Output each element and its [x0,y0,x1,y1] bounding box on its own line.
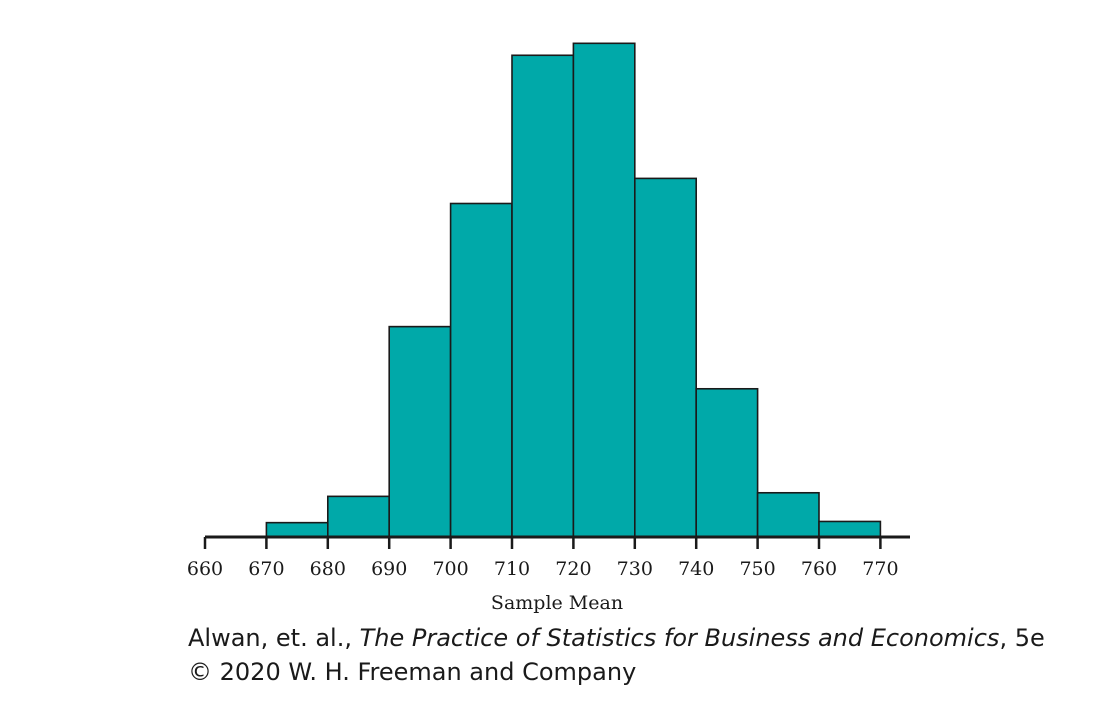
x-tick-label: 730 [617,558,653,580]
credit-edition: , 5e [999,624,1045,652]
histogram-bar [388,325,452,538]
histogram-bar [695,387,759,538]
histogram-bar [633,177,697,538]
credit-authors: Alwan, et. al., [188,624,360,652]
x-tick-label: 680 [310,558,346,580]
x-tick-label: 740 [678,558,714,580]
x-tick-label: 700 [432,558,468,580]
histogram-bar [511,54,575,538]
x-tick-label: 690 [371,558,407,580]
histogram-bar [818,520,882,538]
histogram-bar [449,202,513,538]
histogram-bar [756,491,820,538]
x-tick-label: 720 [555,558,591,580]
x-tick-label: 770 [862,558,898,580]
copyright-notice: © 2020 W. H. Freeman and Company [188,658,637,686]
histogram-bar [326,495,390,538]
x-tick-label: 660 [187,558,223,580]
x-tick-label: 670 [248,558,284,580]
histogram-bar [572,42,636,538]
source-credit: Alwan, et. al., The Practice of Statisti… [188,624,1045,652]
x-tick-label: 750 [739,558,775,580]
bars-group [265,42,882,538]
x-ticks: 660 670 680 690 700 710 720 730 740 750 760 770 [187,537,899,580]
x-axis-title: Sample Mean [491,592,623,614]
credit-book-title: The Practice of Statistics for Business … [359,624,1000,652]
histogram-bar [265,521,329,538]
x-tick-label: 710 [494,558,530,580]
x-tick-label: 760 [801,558,837,580]
